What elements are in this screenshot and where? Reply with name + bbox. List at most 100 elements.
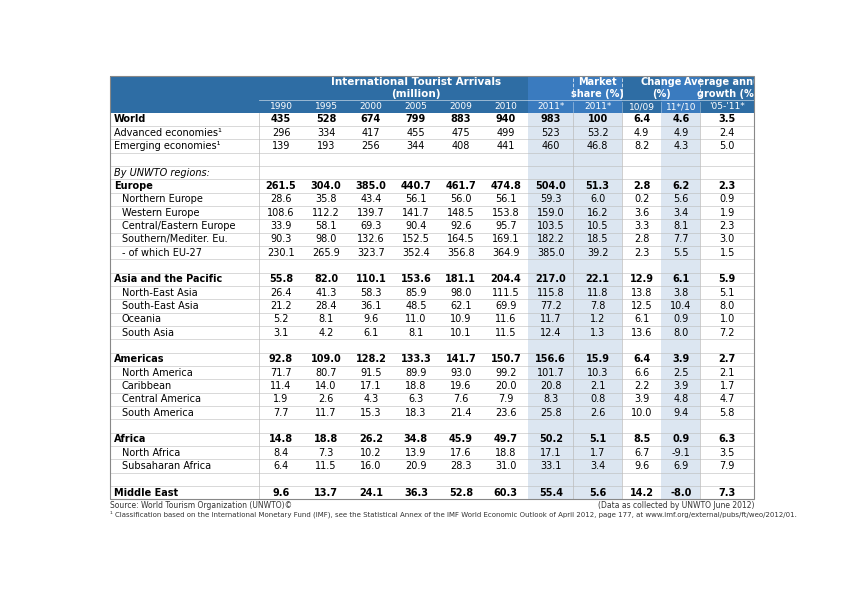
Text: 265.9: 265.9 <box>312 248 340 258</box>
Text: (Data as collected by UNWTO June 2012): (Data as collected by UNWTO June 2012) <box>598 501 754 510</box>
Text: 2011*: 2011* <box>584 102 611 111</box>
Text: 111.5: 111.5 <box>492 288 519 298</box>
Text: 28.4: 28.4 <box>315 301 336 311</box>
Text: World: World <box>114 114 147 125</box>
Text: 204.4: 204.4 <box>491 275 521 285</box>
Text: 11.5: 11.5 <box>315 461 336 471</box>
Text: 28.3: 28.3 <box>450 461 471 471</box>
Text: 1.2: 1.2 <box>590 314 605 324</box>
Text: 7.6: 7.6 <box>454 394 469 404</box>
Text: 8.0: 8.0 <box>720 301 735 311</box>
Text: 6.4: 6.4 <box>633 355 650 364</box>
Text: 148.5: 148.5 <box>447 208 475 218</box>
Text: 2011*: 2011* <box>537 102 565 111</box>
Text: 4.7: 4.7 <box>719 394 735 404</box>
Text: 5.2: 5.2 <box>273 314 289 324</box>
Text: 4.9: 4.9 <box>673 127 689 138</box>
Text: 156.6: 156.6 <box>535 355 566 364</box>
Text: 85.9: 85.9 <box>405 288 427 298</box>
Text: 133.3: 133.3 <box>400 355 432 364</box>
Text: 56.1: 56.1 <box>495 195 517 205</box>
Text: 53.2: 53.2 <box>587 127 609 138</box>
Text: 1.9: 1.9 <box>720 208 735 218</box>
Text: 18.3: 18.3 <box>405 407 427 417</box>
Text: 22.1: 22.1 <box>586 275 609 285</box>
Text: 13.9: 13.9 <box>405 448 427 458</box>
Text: 0.9: 0.9 <box>672 434 690 444</box>
Text: 15.9: 15.9 <box>586 355 609 364</box>
Text: 0.9: 0.9 <box>673 314 689 324</box>
Text: 230.1: 230.1 <box>267 248 295 258</box>
Text: 39.2: 39.2 <box>587 248 609 258</box>
Text: 92.6: 92.6 <box>450 221 471 231</box>
Text: 24.1: 24.1 <box>359 487 383 498</box>
Text: 59.3: 59.3 <box>540 195 561 205</box>
Text: 674: 674 <box>361 114 381 125</box>
Text: 93.0: 93.0 <box>450 368 471 378</box>
Text: 9.4: 9.4 <box>673 407 689 417</box>
Text: 8.1: 8.1 <box>673 221 689 231</box>
Text: 11.4: 11.4 <box>271 381 292 391</box>
Text: 2.3: 2.3 <box>634 248 649 258</box>
Text: 16.0: 16.0 <box>360 461 382 471</box>
Text: Advanced economies¹: Advanced economies¹ <box>114 127 222 138</box>
Text: 14.8: 14.8 <box>269 434 293 444</box>
Text: 60.3: 60.3 <box>494 487 518 498</box>
Text: 98.0: 98.0 <box>315 234 336 244</box>
Text: 49.7: 49.7 <box>494 434 518 444</box>
Text: Oceania: Oceania <box>121 314 162 324</box>
Text: Emerging economies¹: Emerging economies¹ <box>114 141 220 151</box>
Text: 7.3: 7.3 <box>319 448 334 458</box>
Text: 3.6: 3.6 <box>634 208 649 218</box>
Text: 3.9: 3.9 <box>672 355 690 364</box>
Text: 4.3: 4.3 <box>363 394 379 404</box>
Text: 11.8: 11.8 <box>587 288 609 298</box>
Text: 50.2: 50.2 <box>539 434 563 444</box>
Text: 504.0: 504.0 <box>535 181 566 191</box>
Text: 5.5: 5.5 <box>673 248 689 258</box>
Text: 108.6: 108.6 <box>267 208 295 218</box>
Text: 164.5: 164.5 <box>447 234 475 244</box>
Text: 98.0: 98.0 <box>450 288 471 298</box>
Text: 55.8: 55.8 <box>269 275 293 285</box>
Text: 132.6: 132.6 <box>357 234 384 244</box>
Text: Western Europe: Western Europe <box>121 208 199 218</box>
Text: 5.6: 5.6 <box>589 487 606 498</box>
Text: 2.8: 2.8 <box>634 234 649 244</box>
Text: 36.3: 36.3 <box>404 487 428 498</box>
Text: 6.7: 6.7 <box>634 448 649 458</box>
Text: 23.6: 23.6 <box>495 407 517 417</box>
Text: 356.8: 356.8 <box>447 248 475 258</box>
Text: 182.2: 182.2 <box>537 234 565 244</box>
Text: 408: 408 <box>452 141 470 151</box>
Bar <box>110 76 754 113</box>
Text: 21.4: 21.4 <box>450 407 471 417</box>
Text: 13.8: 13.8 <box>631 288 652 298</box>
Text: 2010: 2010 <box>494 102 518 111</box>
Text: 13.7: 13.7 <box>314 487 338 498</box>
Text: 20.0: 20.0 <box>495 381 517 391</box>
Text: 159.0: 159.0 <box>537 208 565 218</box>
Text: 799: 799 <box>405 114 426 125</box>
Text: 11.7: 11.7 <box>540 314 561 324</box>
Text: 109.0: 109.0 <box>310 355 341 364</box>
Text: 10.9: 10.9 <box>450 314 471 324</box>
Text: 128.2: 128.2 <box>356 355 386 364</box>
Text: - of which EU-27: - of which EU-27 <box>121 248 201 258</box>
Text: 31.0: 31.0 <box>495 461 517 471</box>
Text: 455: 455 <box>406 127 425 138</box>
Text: 4.8: 4.8 <box>673 394 689 404</box>
Text: Source: World Tourism Organization (UNWTO)©: Source: World Tourism Organization (UNWT… <box>110 501 293 510</box>
Bar <box>661 113 701 499</box>
Text: 304.0: 304.0 <box>310 181 341 191</box>
Text: 3.8: 3.8 <box>673 288 689 298</box>
Text: Middle East: Middle East <box>114 487 178 498</box>
Text: 11.5: 11.5 <box>495 328 517 337</box>
Text: 5.8: 5.8 <box>719 407 735 417</box>
Text: 385.0: 385.0 <box>356 181 386 191</box>
Text: 261.5: 261.5 <box>266 181 297 191</box>
Text: Caribbean: Caribbean <box>121 381 172 391</box>
Text: North-East Asia: North-East Asia <box>121 288 197 298</box>
Text: 35.8: 35.8 <box>315 195 336 205</box>
Text: 883: 883 <box>451 114 471 125</box>
